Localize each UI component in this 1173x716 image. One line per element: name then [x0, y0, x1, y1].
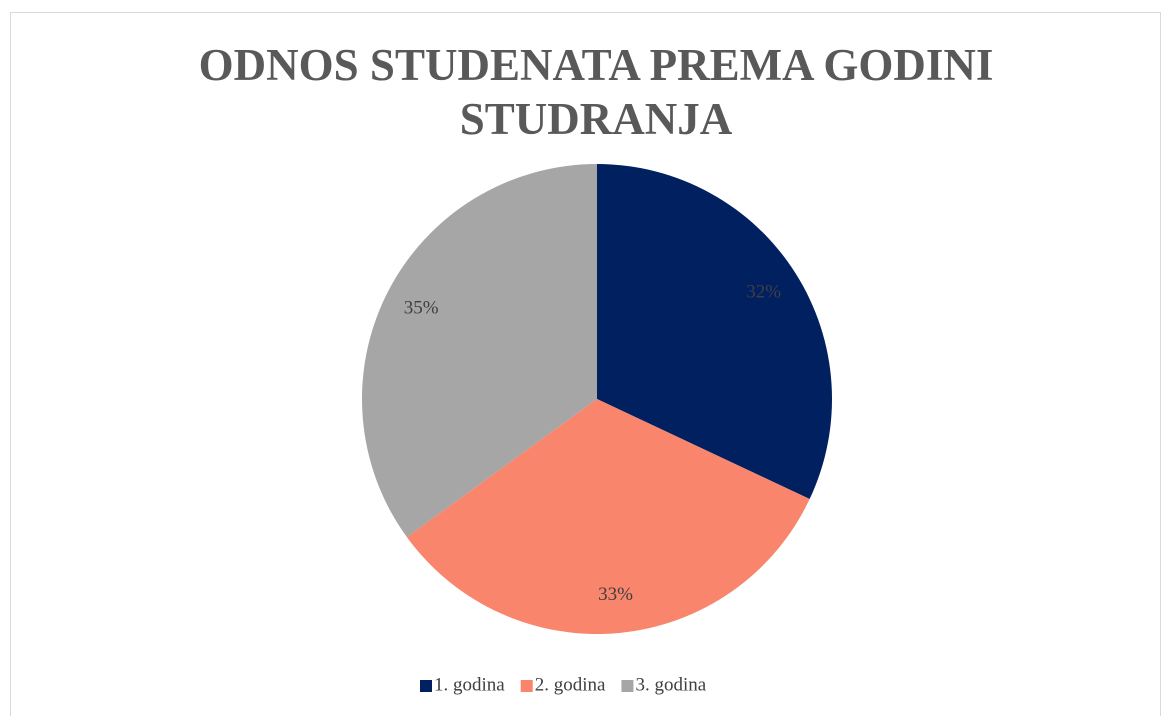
legend-swatch	[621, 680, 634, 692]
pie-slice	[362, 164, 597, 538]
chart-title: ODNOS STUDENATA PREMA GODINI STUDRANJA	[198, 40, 994, 144]
data-label: 32%	[746, 282, 781, 303]
legend-label: 3. godina	[635, 674, 706, 695]
data-label: 33%	[598, 584, 633, 605]
pie-slice	[597, 164, 832, 500]
data-label: 35%	[404, 298, 439, 319]
legend-label: 1. godina	[434, 674, 505, 695]
pie-slice	[406, 399, 810, 634]
chart-frame	[10, 12, 1161, 716]
legend-label: 2. godina	[535, 674, 606, 695]
legend-swatch	[420, 680, 432, 692]
legend-swatch	[520, 680, 533, 692]
